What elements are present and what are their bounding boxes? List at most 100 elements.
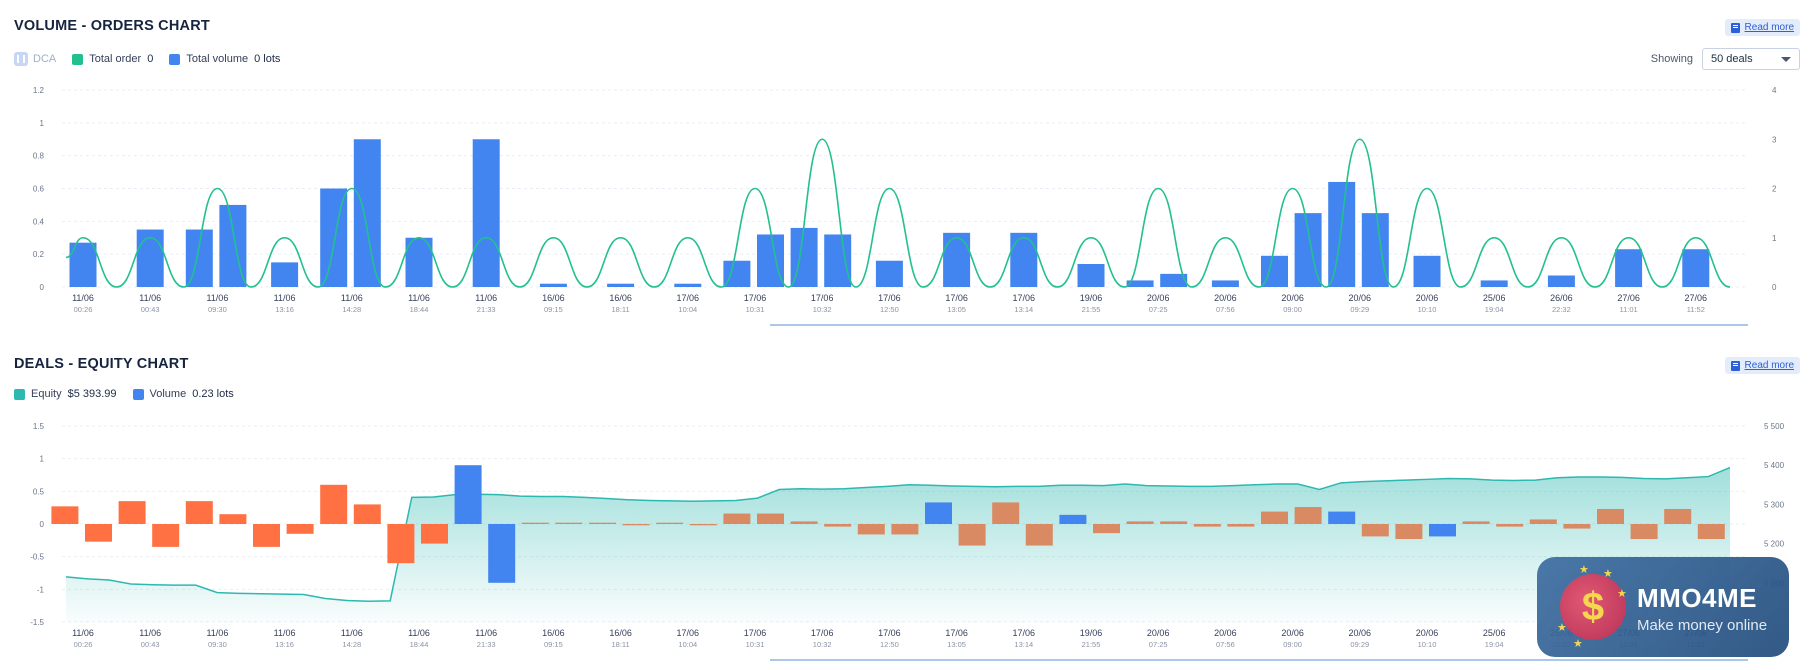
deal-volume-bar (1361, 524, 1389, 537)
x-tick-label: 20/06 (1147, 293, 1170, 303)
volume-bar (1413, 255, 1441, 287)
volume-orders-title: VOLUME - ORDERS CHART (14, 18, 210, 34)
x-tick-label: 20/06 (1214, 628, 1237, 638)
deal-volume-bar (723, 513, 751, 524)
deal-volume-bar (185, 501, 213, 524)
total-volume-label: Total volume (186, 53, 249, 65)
deal-volume-bar (824, 524, 852, 527)
x-tick-label: 11/06 (341, 293, 363, 303)
deal-volume-bar (387, 524, 415, 564)
y-tick-label: 0.4 (33, 217, 45, 226)
x-tick-time: 18:11 (611, 305, 629, 314)
deal-volume-bar (1597, 508, 1624, 524)
deal-volume-bar (320, 484, 348, 524)
volume-bar (1480, 280, 1508, 287)
deal-volume-bar (925, 502, 952, 524)
y-tick-label: 0.8 (33, 152, 45, 161)
deal-volume-bar (757, 513, 784, 524)
y-tick-label: 0.6 (33, 185, 45, 194)
book-icon (1730, 22, 1740, 33)
volume-bar (674, 283, 702, 287)
x-tick-time: 12:50 (880, 305, 899, 314)
x-tick-time: 18:44 (410, 640, 429, 649)
volume-bar (320, 188, 348, 287)
deal-volume-bar (353, 504, 381, 524)
x-tick-time: 00:43 (141, 640, 160, 649)
deal-volume-bar (118, 501, 146, 524)
volume-bar (1615, 249, 1643, 287)
volume-label: Volume (149, 388, 187, 400)
y2-tick-label: 1 (1772, 234, 1777, 243)
x-tick-label: 11/06 (72, 293, 94, 303)
total-order-swatch[interactable] (72, 53, 84, 65)
total-volume-swatch[interactable] (169, 53, 181, 65)
showing-label: Showing (1650, 53, 1693, 65)
x-tick-label: 16/06 (609, 293, 632, 303)
deal-volume-bar (1261, 511, 1288, 524)
volume-bar (353, 139, 381, 287)
x-tick-time: 13:05 (947, 305, 966, 314)
x-tick-label: 20/06 (1214, 293, 1237, 303)
x-tick-label: 17/06 (1013, 293, 1036, 303)
x-tick-label: 11/06 (475, 628, 497, 638)
volume-bar (271, 262, 299, 287)
deal-volume-bar (1025, 524, 1053, 546)
x-tick-label: 17/06 (811, 628, 834, 638)
x-tick-label: 16/06 (542, 293, 565, 303)
deal-volume-bar (219, 514, 247, 524)
y2-tick-label: 5 300 (1764, 500, 1785, 509)
deal-volume-bar (992, 502, 1020, 524)
x-tick-time: 14:28 (342, 305, 361, 314)
x-tick-time: 21:33 (477, 640, 496, 649)
x-tick-label: 11/06 (206, 293, 228, 303)
x-tick-time: 13:14 (1014, 640, 1033, 649)
star-icon: ★ (1573, 638, 1583, 650)
x-tick-label: 17/06 (744, 628, 767, 638)
x-tick-time: 21:55 (1082, 305, 1101, 314)
deal-volume-bar (488, 524, 516, 583)
volume-bar (607, 283, 635, 287)
volume-swatch[interactable] (132, 388, 144, 400)
deal-volume-bar (85, 524, 112, 542)
total-order-label: Total order (89, 53, 142, 65)
y-tick-label: -0.5 (30, 553, 44, 562)
volume-bar (136, 229, 164, 287)
star-icon: ★ (1579, 564, 1589, 576)
deal-volume-bar (1664, 508, 1692, 524)
x-tick-time: 09:00 (1283, 640, 1302, 649)
total-order-value: 0 (147, 53, 154, 65)
deal-volume-bar (891, 524, 919, 535)
deal-volume-bar (1160, 521, 1188, 524)
x-tick-time: 21:33 (477, 305, 496, 314)
x-tick-time: 00:26 (74, 305, 93, 314)
x-tick-time: 07:56 (1216, 305, 1235, 314)
y-tick-label: 0.2 (33, 250, 45, 259)
read-more-label: Read more (1744, 360, 1794, 371)
x-tick-label: 17/06 (945, 628, 968, 638)
x-tick-time: 18:44 (410, 305, 429, 314)
x-tick-label: 11/06 (408, 293, 430, 303)
x-tick-label: 26/06 (1550, 293, 1573, 303)
deal-volume-bar (1563, 524, 1591, 529)
y-tick-label: 1 (40, 455, 45, 464)
deal-volume-bar (622, 524, 650, 526)
total-order-line (65, 138, 1731, 288)
deal-volume-bar (656, 522, 684, 524)
volume-read-more-link[interactable]: Read more (1724, 19, 1800, 36)
x-tick-label: 20/06 (1349, 628, 1372, 638)
deals-count-select[interactable]: 50 deals (1702, 48, 1800, 70)
x-tick-time: 10:31 (746, 640, 765, 649)
x-tick-label: 11/06 (139, 293, 161, 303)
x-tick-label: 17/06 (744, 293, 767, 303)
volume-bar (1682, 249, 1710, 287)
dca-toggle[interactable]: DCA (14, 52, 56, 66)
read-more-label: Read more (1744, 22, 1794, 33)
volume-bar (539, 283, 567, 287)
x-tick-time: 12:50 (880, 640, 899, 649)
equity-read-more-link[interactable]: Read more (1724, 357, 1800, 374)
equity-swatch[interactable] (14, 388, 25, 400)
x-tick-label: 25/06 (1483, 628, 1506, 638)
x-tick-label: 11/06 (274, 293, 296, 303)
x-tick-time: 10:04 (678, 305, 697, 314)
deal-volume-bar (1193, 524, 1221, 527)
